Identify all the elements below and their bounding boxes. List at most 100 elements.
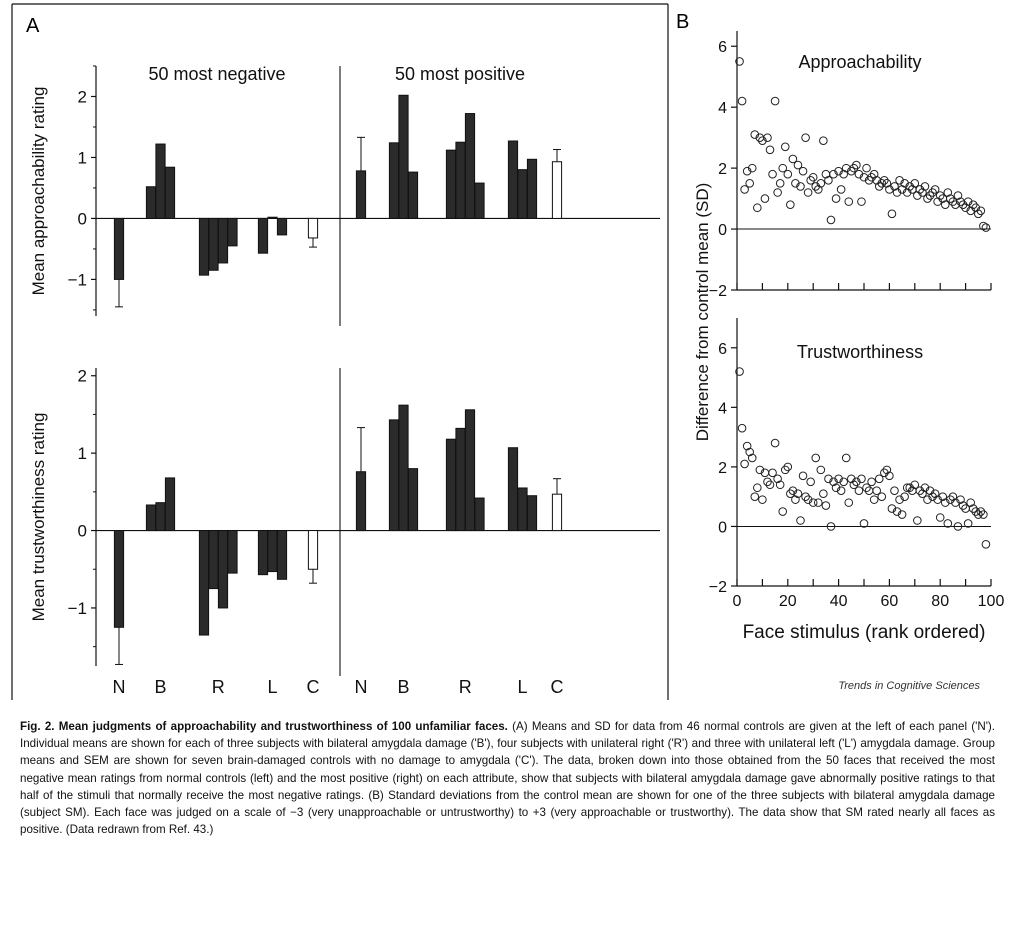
data-point xyxy=(882,179,892,188)
data-point xyxy=(737,96,747,106)
bar-r xyxy=(227,217,238,247)
bar-r xyxy=(455,141,466,219)
data-point xyxy=(796,516,805,525)
bar-b xyxy=(388,419,400,532)
data-point xyxy=(925,191,935,200)
data-point xyxy=(966,206,975,216)
data-point xyxy=(877,492,887,501)
data-point xyxy=(770,438,780,448)
data-point xyxy=(872,486,882,496)
bar-r xyxy=(464,113,476,219)
data-point xyxy=(778,507,788,516)
data-point xyxy=(836,486,846,496)
bar-l xyxy=(267,216,278,219)
data-point xyxy=(913,191,922,200)
data-point xyxy=(811,453,821,463)
data-point xyxy=(849,163,859,173)
bar-r xyxy=(474,497,485,532)
data-point xyxy=(902,483,912,493)
group-label-b: B xyxy=(397,677,409,697)
x-tick-label: 100 xyxy=(978,593,1005,610)
y-tick-label: −2 xyxy=(709,579,727,596)
y-tick-label: 0 xyxy=(718,519,727,536)
data-point xyxy=(966,498,975,507)
data-point xyxy=(963,197,973,206)
data-point xyxy=(874,474,884,484)
trustworthiness-scatter: −2 0 2 4 6 Trustworthiness 0 20 40 60 80 100 Face st… xyxy=(709,318,1005,643)
bar-r xyxy=(208,217,219,271)
data-point xyxy=(750,130,760,139)
bar-l xyxy=(507,140,519,219)
data-point xyxy=(821,501,831,510)
data-point xyxy=(857,474,866,484)
data-point xyxy=(869,169,879,179)
bar-b xyxy=(388,142,400,219)
bar-c xyxy=(551,161,563,219)
data-point xyxy=(874,182,884,191)
data-point xyxy=(938,492,948,501)
data-point xyxy=(930,185,940,194)
data-point xyxy=(862,483,871,493)
group-label-l: L xyxy=(267,677,277,697)
data-point xyxy=(862,163,871,173)
data-point xyxy=(852,160,861,170)
data-point xyxy=(857,197,866,206)
group-label-r: R xyxy=(212,677,225,697)
data-point xyxy=(831,194,841,203)
data-point xyxy=(753,203,762,213)
y-tick-label: 0 xyxy=(718,222,727,239)
data-point xyxy=(829,169,838,179)
data-point xyxy=(803,495,813,504)
bar-r xyxy=(474,182,485,219)
bar-r xyxy=(227,530,238,574)
data-point xyxy=(854,486,864,496)
bar-b xyxy=(407,468,419,532)
y-tick-label: 6 xyxy=(718,39,727,56)
data-point xyxy=(981,540,991,549)
data-point xyxy=(775,179,785,188)
bar-b xyxy=(145,504,157,532)
data-point xyxy=(943,519,953,528)
data-point xyxy=(808,498,818,507)
bar-b xyxy=(407,171,419,219)
bar-b xyxy=(155,502,166,532)
data-point xyxy=(956,495,965,504)
data-point xyxy=(796,182,805,191)
data-point xyxy=(750,492,760,501)
bar-n xyxy=(355,170,367,219)
data-point xyxy=(910,179,920,188)
data-point xyxy=(788,154,798,164)
data-point xyxy=(953,191,963,200)
data-point xyxy=(760,194,770,203)
group-label-n: N xyxy=(355,677,368,697)
trustworthiness-title: Trustworthiness xyxy=(797,342,923,362)
approachability-scatter: −2 0 2 4 6 Approachability xyxy=(709,31,992,300)
data-point xyxy=(913,516,922,525)
bar-l xyxy=(257,217,269,254)
data-point xyxy=(819,489,828,498)
data-point xyxy=(968,200,978,209)
panel-a-label: A xyxy=(26,15,40,37)
data-point xyxy=(773,474,782,484)
group-label-c: C xyxy=(307,677,320,697)
data-point xyxy=(768,468,777,478)
group-label-n: N xyxy=(113,677,126,697)
bar-n xyxy=(113,217,125,280)
bar-r xyxy=(455,427,466,532)
data-point xyxy=(915,185,925,194)
data-point xyxy=(826,522,836,531)
data-point xyxy=(958,200,968,209)
data-point xyxy=(780,465,790,475)
data-point xyxy=(844,197,854,206)
bar-r xyxy=(217,217,229,264)
caption-title: Fig. 2. Mean judgments of approachabilit… xyxy=(20,720,508,733)
data-point xyxy=(867,172,876,182)
figure-canvas: A B −1 0 1 2 Mean approachability rating 50 m… xyxy=(11,3,1005,700)
data-point xyxy=(847,166,856,176)
bar-b xyxy=(145,186,157,219)
data-point xyxy=(801,133,810,142)
y-tick-label: 2 xyxy=(78,87,87,106)
data-point xyxy=(745,447,755,457)
data-point xyxy=(923,495,932,504)
caption-body: (A) Means and SD for data from 46 normal… xyxy=(20,720,995,837)
